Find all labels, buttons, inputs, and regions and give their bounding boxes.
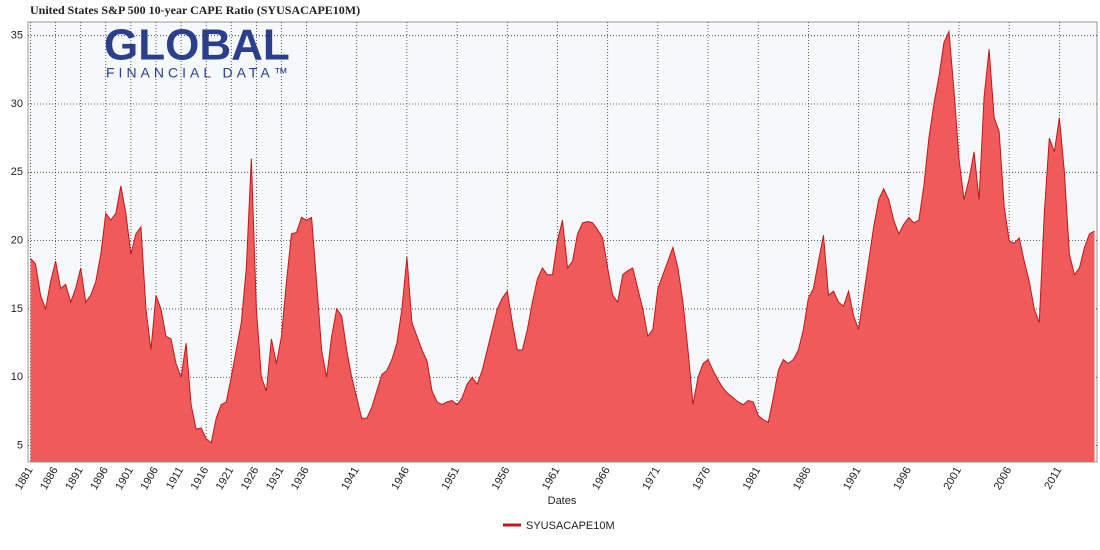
x-tick-label: 1931 (264, 465, 287, 492)
x-tick-label: 1951 (440, 465, 463, 492)
x-tick-label: 1971 (640, 465, 663, 492)
x-tick-label: 1966 (590, 465, 613, 492)
x-axis-label: Dates (548, 495, 577, 507)
y-tick-label: 15 (11, 303, 23, 315)
x-tick-label: 1911 (164, 465, 186, 491)
y-tick-label: 30 (11, 98, 23, 110)
x-tick-label: 1986 (791, 465, 814, 492)
x-tick-label: 1901 (113, 465, 136, 492)
legend: SYUSACAPE10M (503, 520, 615, 532)
x-tick-label: 2001 (941, 465, 964, 492)
x-tick-label: 1941 (339, 465, 362, 492)
y-tick-label: 5 (17, 440, 23, 452)
x-tick-label: 1896 (88, 465, 111, 492)
logo-text: GLOBAL (104, 21, 290, 70)
x-tick-label: 1916 (189, 465, 212, 492)
legend-label: SYUSACAPE10M (526, 520, 615, 532)
y-tick-label: 25 (11, 166, 23, 178)
x-tick-label: 1886 (38, 465, 61, 492)
x-tick-label: 1936 (289, 465, 312, 492)
x-tick-label: 1981 (741, 465, 764, 492)
x-tick-label: 1926 (239, 465, 262, 492)
x-tick-label: 1961 (540, 465, 563, 492)
y-tick-label: 20 (11, 235, 23, 247)
x-tick-label: 1921 (214, 465, 237, 492)
x-tick-label: 1946 (389, 465, 412, 492)
x-tick-label: 1976 (691, 465, 714, 492)
x-tick-label: 1996 (891, 465, 914, 492)
x-tick-label: 1991 (841, 465, 864, 492)
logo-subtext: FINANCIAL DATA™ (106, 65, 292, 81)
area (30, 31, 1095, 462)
x-tick-label: 1906 (138, 465, 161, 492)
x-tick-label: 2011 (1042, 465, 1064, 491)
y-tick-label: 10 (11, 371, 23, 383)
y-tick-label: 35 (11, 30, 23, 42)
chart-title: United States S&P 500 10-year CAPE Ratio… (30, 3, 360, 17)
x-tick-label: 2006 (992, 465, 1015, 492)
area-line (30, 29, 1095, 444)
x-tick-label: 1881 (13, 465, 36, 492)
x-tick-label: 1891 (63, 465, 86, 492)
x-tick-label: 1956 (490, 465, 513, 492)
